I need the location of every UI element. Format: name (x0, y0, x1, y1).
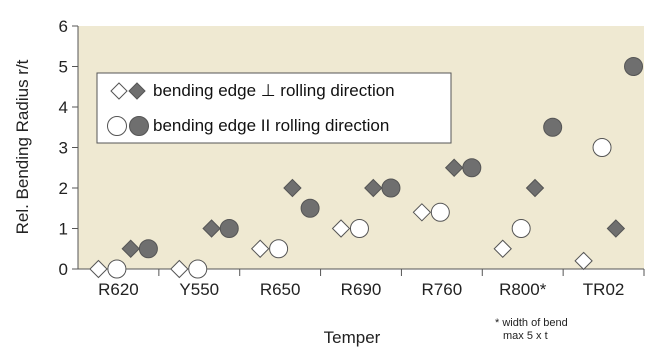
y-tick-label: 4 (59, 98, 68, 117)
x-categories: R620 Y550 R650 R690 R760 R800* TR02 (98, 269, 645, 299)
x-axis-label: Temper (324, 328, 381, 347)
circle-open-point (592, 138, 612, 157)
x-category-label: R650 (260, 280, 301, 299)
diamond-open-point (412, 203, 432, 222)
x-category-label: Y550 (179, 280, 219, 299)
footnote-line-2: max 5 x t (503, 330, 548, 342)
diamond-filled-point (364, 178, 383, 198)
x-category-label: R620 (98, 280, 139, 299)
y-tick-label: 3 (59, 139, 68, 158)
diamond-filled-point (525, 178, 545, 198)
circle-open-point (511, 219, 531, 238)
diamond-filled-point (283, 178, 302, 198)
diamond-open-point (574, 251, 593, 271)
y-tick-label: 2 (59, 179, 68, 198)
legend-diamond-filled-icon (128, 82, 146, 100)
circle-filled-point (300, 198, 320, 218)
x-category-label: R760 (422, 280, 463, 299)
circle-open-point (269, 239, 289, 259)
footnote-line-1: * width of bend (495, 317, 568, 329)
x-category-label: R690 (341, 280, 382, 299)
y-tick-label: 1 (59, 220, 68, 239)
legend-label-parallel: bending edge II rolling direction (153, 116, 389, 135)
legend-box (96, 72, 452, 144)
y-tick-label: 6 (59, 17, 68, 36)
legend-label-perpendicular: bending edge ⊥ rolling direction (153, 81, 395, 100)
diamond-open-point (331, 219, 351, 238)
y-axis-label: Rel. Bending Radius r/t (13, 59, 32, 234)
diamond-filled-point (444, 158, 464, 177)
data-points (89, 57, 644, 279)
diamond-open-point (493, 239, 512, 258)
legend-markers (107, 82, 149, 136)
diamond-open-point (250, 239, 270, 258)
legend-diamond-open-icon (110, 82, 128, 100)
circle-filled-point (543, 117, 563, 137)
diamond-filled-point (606, 219, 626, 238)
x-category-label: TR02 (583, 280, 625, 299)
circle-filled-point (381, 178, 401, 198)
circle-open-point (349, 219, 369, 238)
x-category-label: R800* (499, 280, 547, 299)
diamond-open-point (89, 259, 108, 279)
circle-open-point (107, 259, 127, 279)
diamond-filled-point (202, 219, 221, 238)
circle-filled-point (624, 57, 644, 76)
legend: bending edge ⊥ rolling direction bending… (96, 72, 452, 144)
circle-open-point (430, 202, 450, 222)
legend-circle-open-icon (107, 116, 127, 136)
circle-filled-point (219, 219, 239, 238)
y-tick-label: 5 (59, 58, 68, 77)
y-ticks: 0 1 2 3 4 5 6 (59, 17, 78, 279)
circle-open-point (188, 259, 208, 279)
diamond-open-point (170, 259, 189, 279)
circle-filled-point (462, 158, 482, 178)
legend-circle-filled-icon (129, 116, 149, 136)
diamond-filled-point (121, 239, 140, 258)
y-tick-label: 0 (59, 260, 68, 279)
circle-filled-point (138, 239, 158, 259)
